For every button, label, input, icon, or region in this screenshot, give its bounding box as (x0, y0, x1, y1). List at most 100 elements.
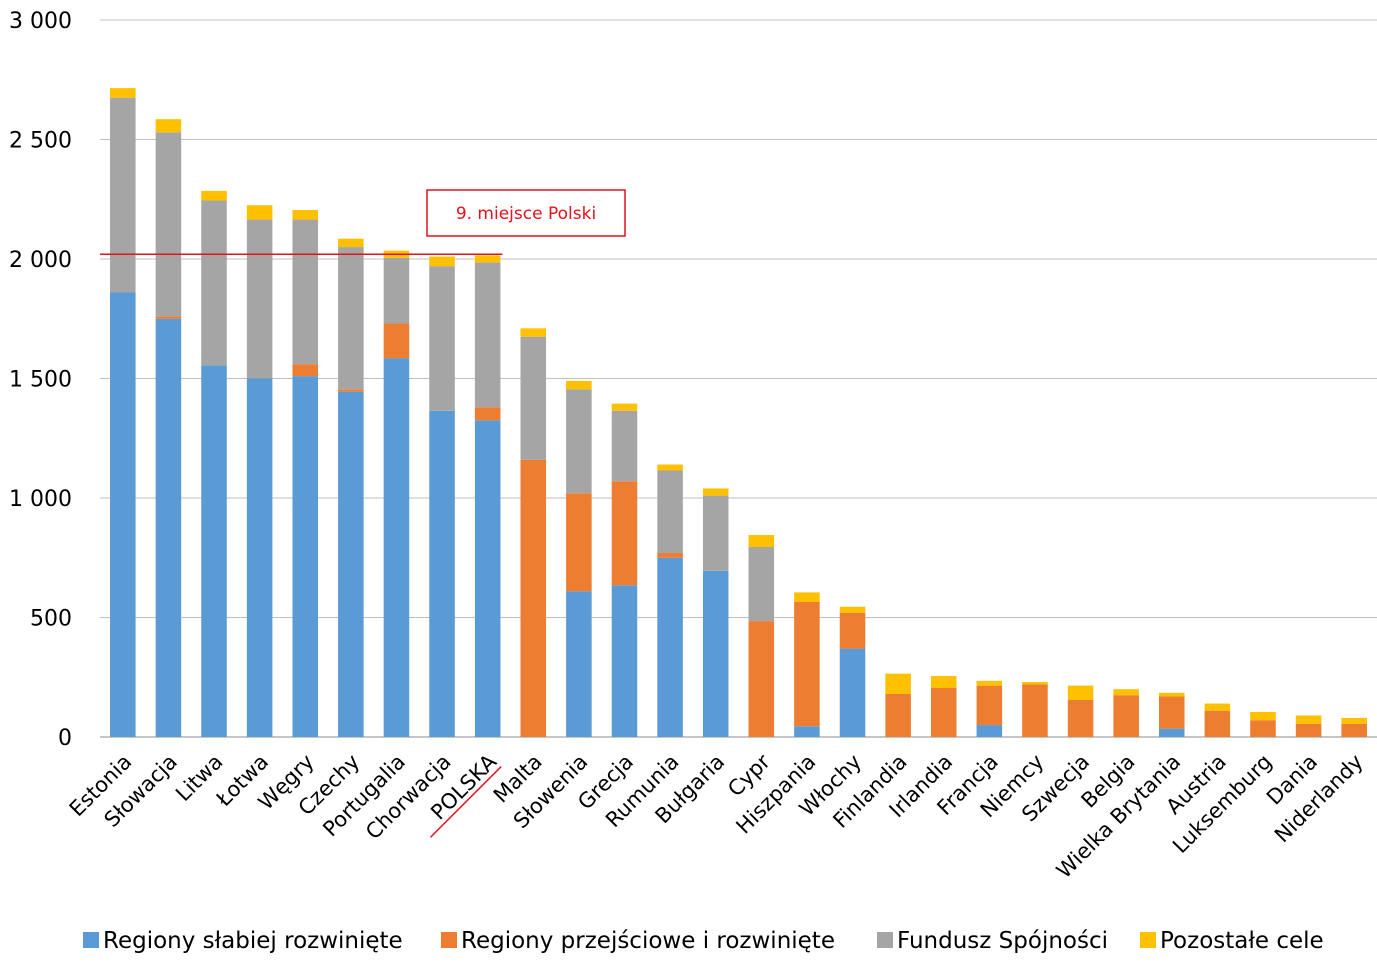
bar-segment-słowenia-s2 (566, 493, 592, 592)
annotation-box (426, 189, 626, 237)
y-tick-label: 1 500 (9, 368, 72, 393)
bar-segment-wielka-brytania-s1 (1158, 728, 1185, 737)
bar-segment-węgry-s1 (292, 376, 319, 737)
x-axis-ticks: EstoniaSłowacjaLitwaŁotwaWęgryCzechyPort… (65, 749, 1368, 883)
bar-segment-belgia-s2 (1113, 695, 1139, 737)
bar-segment-chorwacja-s4 (429, 256, 455, 267)
bar-segment-słowacja-s3 (155, 132, 182, 317)
bar-segment-polska-s1 (474, 420, 501, 737)
bar-segment-polska-s4 (474, 255, 501, 263)
bar-segment-czechy-s1 (338, 391, 364, 737)
legend-swatch-2 (441, 932, 457, 948)
bar-segment-polska-s2 (474, 407, 501, 421)
bar-stack-cypr (748, 535, 775, 737)
bar-segment-finlandia-s2 (885, 693, 911, 737)
bar-stack-luksemburg (1250, 711, 1276, 737)
legend: Regiony słabiej rozwinięte Regiony przejś… (83, 928, 1324, 954)
bar-segment-cypr-s2 (748, 621, 775, 737)
bar-segment-węgry-s3 (292, 219, 319, 365)
bar-segment-bułgaria-s1 (702, 570, 729, 737)
bar-stack-niemcy (1022, 682, 1048, 737)
bar-segment-rumunia-s1 (657, 557, 683, 737)
bar-stack-malta (520, 328, 547, 737)
bar-segment-estonia-s1 (110, 292, 136, 737)
bar-segment-malta-s4 (520, 328, 547, 337)
bar-segment-włochy-s2 (839, 612, 866, 649)
legend-label-4: Pozostałe cele (1160, 928, 1324, 954)
bar-stack-belgia (1113, 689, 1139, 737)
legend-swatch-3 (877, 932, 893, 948)
bar-stack-węgry (292, 210, 319, 737)
bar-stack-czechy (338, 238, 364, 737)
bar-segment-portugalia-s1 (383, 358, 410, 737)
legend-label-1: Regiony słabiej rozwinięte (103, 928, 403, 954)
bars (110, 88, 1367, 737)
bar-segment-szwecja-s4 (1067, 685, 1094, 700)
bar-segment-niderlandy-s2 (1341, 723, 1367, 737)
bar-stack-irlandia (930, 676, 957, 737)
gridlines (100, 19, 1377, 738)
y-axis-ticks: 0 500 1 000 1 500 2 000 2 500 3 000 (9, 9, 72, 751)
bar-segment-łotwa-s3 (246, 219, 273, 379)
bar-segment-hiszpania-s2 (794, 601, 820, 727)
bar-stack-austria (1204, 703, 1231, 737)
bar-segment-węgry-s2 (292, 364, 319, 377)
bar-segment-słowenia-s3 (566, 389, 592, 494)
bar-segment-hiszpania-s1 (794, 726, 820, 737)
bar-segment-hiszpania-s4 (794, 592, 820, 602)
bar-segment-bułgaria-s3 (702, 495, 729, 571)
bar-segment-belgia-s4 (1113, 689, 1139, 696)
bar-segment-niemcy-s4 (1022, 682, 1048, 685)
bar-segment-wielka-brytania-s2 (1158, 696, 1185, 729)
bar-segment-rumunia-s2 (657, 552, 683, 558)
bar-segment-francja-s1 (976, 725, 1003, 737)
bar-stack-hiszpania (794, 592, 820, 737)
bar-segment-litwa-s3 (201, 200, 227, 366)
bar-segment-portugalia-s2 (383, 323, 410, 359)
legend-label-3: Fundusz Spójności (897, 928, 1108, 954)
bar-stack-włochy (839, 606, 866, 737)
y-tick-label: 3 000 (9, 9, 72, 34)
bar-segment-dania-s2 (1295, 723, 1322, 737)
bar-stack-rumunia (657, 464, 683, 737)
bar-segment-czechy-s3 (338, 247, 364, 390)
legend-swatch-4 (1140, 932, 1156, 948)
bar-segment-czechy-s2 (338, 389, 364, 392)
bar-segment-słowenia-s4 (566, 380, 592, 390)
bar-stack-łotwa (246, 205, 273, 737)
bar-segment-malta-s2 (520, 459, 547, 737)
annotation-text: 9. miejsce Polski (456, 204, 596, 224)
y-tick-label: 0 (58, 726, 72, 751)
bar-stack-estonia (110, 88, 136, 737)
bar-stack-niderlandy (1341, 717, 1367, 737)
bar-stack-francja (976, 680, 1003, 737)
bar-segment-włochy-s4 (839, 606, 866, 613)
y-tick-label: 500 (30, 607, 72, 632)
bar-segment-chorwacja-s1 (429, 410, 455, 737)
y-tick-label: 1 000 (9, 487, 72, 512)
bar-segment-słowenia-s1 (566, 591, 592, 737)
bar-segment-bułgaria-s4 (702, 488, 729, 496)
bar-segment-łotwa-s1 (246, 378, 273, 737)
bar-stack-słowenia (566, 380, 592, 737)
legend-swatch-1 (83, 932, 99, 948)
bar-segment-irlandia-s2 (930, 688, 957, 737)
bar-segment-czechy-s4 (338, 238, 364, 248)
bar-segment-cypr-s4 (748, 535, 775, 547)
bar-stack-portugalia (383, 250, 410, 737)
bar-segment-rumunia-s3 (657, 470, 683, 553)
bar-segment-estonia-s4 (110, 88, 136, 98)
legend-label-2: Regiony przejściowe i rozwinięte (461, 928, 835, 954)
bar-segment-słowacja-s4 (155, 119, 182, 133)
bar-stack-wielka-brytania (1158, 692, 1185, 737)
bar-segment-cypr-s3 (748, 546, 775, 622)
y-tick-label: 2 500 (9, 129, 72, 154)
bar-segment-luksemburg-s4 (1250, 711, 1276, 721)
bar-segment-francja-s4 (976, 680, 1003, 686)
bar-segment-rumunia-s4 (657, 464, 683, 471)
annotation: 9. miejsce Polski (100, 189, 626, 838)
bar-segment-finlandia-s4 (885, 673, 911, 694)
bar-segment-wielka-brytania-s4 (1158, 692, 1185, 697)
bar-segment-malta-s3 (520, 336, 547, 460)
